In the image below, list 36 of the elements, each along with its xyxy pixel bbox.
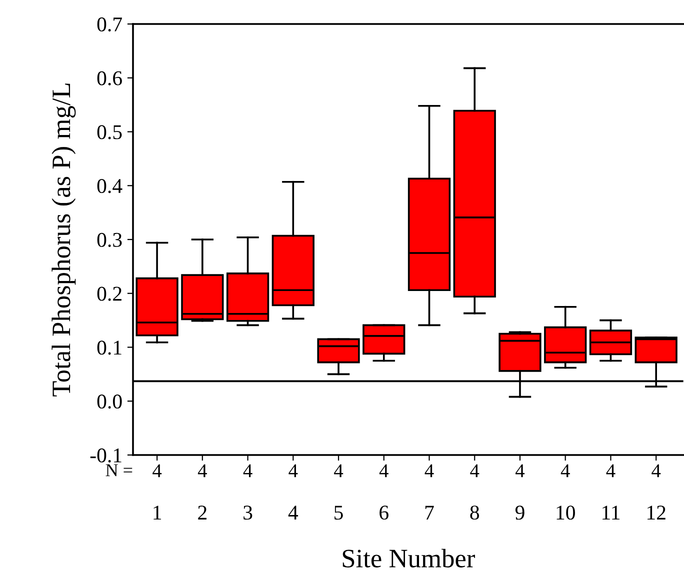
y-tick-label: 0.5	[97, 125, 122, 140]
x-tick-label: 5	[334, 506, 343, 520]
y-tick-label: 0.4	[97, 179, 122, 194]
text: 4	[652, 464, 661, 478]
y-tick-label: -0.1	[90, 448, 122, 463]
x-tick-label: 6	[380, 506, 388, 520]
text: 4	[516, 464, 525, 478]
text: 4	[606, 464, 616, 478]
x-tick-label: 9	[515, 506, 524, 520]
x-tick-label: 8	[470, 506, 480, 520]
y-tick-label: 0.0	[97, 394, 122, 409]
text: 4	[470, 464, 480, 478]
y-tick-label: 0.1	[97, 340, 122, 355]
x-tick-label: 11	[602, 506, 620, 520]
x-tick-label: 3	[244, 506, 252, 520]
text: 4	[424, 464, 434, 478]
y-tick-label: 0.6	[97, 71, 122, 86]
y-tick-label: 0.2	[97, 286, 122, 301]
x-axis-title: Site Number	[342, 548, 475, 568]
x-tick-label: 12	[648, 506, 666, 520]
text: 4	[334, 464, 344, 478]
x-tick-label: 2	[198, 506, 206, 520]
x-tick-label: 4	[288, 506, 298, 520]
text: 4	[152, 464, 162, 478]
text: N =	[106, 464, 132, 476]
text: 4	[560, 464, 570, 478]
y-tick-label: 0.7	[97, 17, 122, 32]
y-tick-label: 0.3	[97, 232, 122, 248]
text: 4	[379, 464, 388, 478]
y-axis-title: Total Phosphorus (as P) mg/L	[52, 84, 76, 396]
x-tick-label: 1	[154, 506, 162, 520]
text: 4	[288, 464, 298, 478]
x-tick-label: 10	[556, 506, 575, 520]
x-tick-label: 7	[425, 506, 434, 520]
text: 4	[243, 464, 252, 478]
text: 4	[198, 464, 207, 478]
